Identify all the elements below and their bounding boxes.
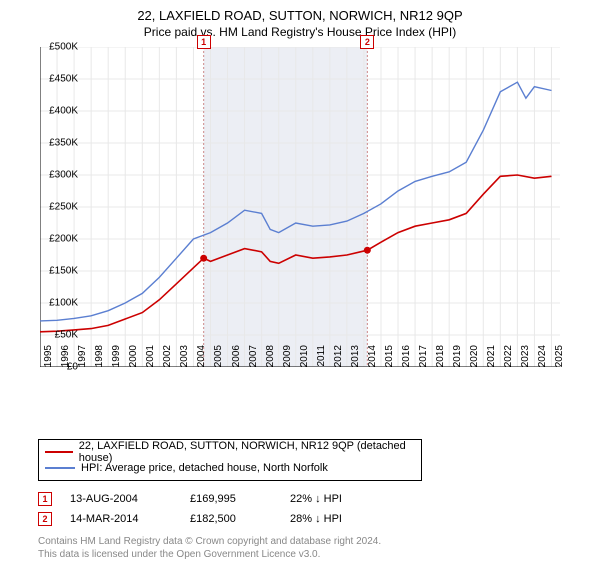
x-axis-label: 1998 [94,345,105,375]
legend-label: HPI: Average price, detached house, Nort… [81,462,328,474]
x-axis-label: 2002 [162,345,173,375]
sales-table: 1 13-AUG-2004£169,99522% ↓ HPI 2 14-MAR-201… [38,489,600,529]
legend-item: 22, LAXFIELD ROAD, SUTTON, NORWICH, NR12… [45,444,415,460]
x-axis-label: 2024 [537,345,548,375]
x-axis-label: 2013 [350,345,361,375]
sale-row: 2 14-MAR-2014£182,50028% ↓ HPI [38,509,600,529]
x-axis-label: 1995 [43,345,54,375]
x-axis-label: 2023 [520,345,531,375]
legend-label: 22, LAXFIELD ROAD, SUTTON, NORWICH, NR12… [79,440,415,464]
y-axis-label: £200K [38,234,78,245]
legend-swatch [45,451,73,453]
chart-title: 22, LAXFIELD ROAD, SUTTON, NORWICH, NR12… [0,0,600,23]
footer-line-1: Contains HM Land Registry data © Crown c… [38,535,600,548]
line-chart-svg [40,47,560,367]
chart-subtitle: Price paid vs. HM Land Registry's House … [0,23,600,43]
x-axis-label: 2006 [231,345,242,375]
y-axis-label: £250K [38,202,78,213]
x-axis-label: 2011 [316,345,327,375]
x-axis-label: 2014 [367,345,378,375]
x-axis-label: 2005 [213,345,224,375]
x-axis-label: 2009 [282,345,293,375]
legend: 22, LAXFIELD ROAD, SUTTON, NORWICH, NR12… [38,439,422,481]
legend-swatch [45,467,75,469]
sale-price: £169,995 [190,493,290,505]
y-axis-label: £150K [38,266,78,277]
y-axis-label: £50K [38,330,78,341]
sale-marker-1: 1 [197,35,211,49]
x-axis-label: 2019 [452,345,463,375]
x-axis-label: 2000 [128,345,139,375]
x-axis-label: 1999 [111,345,122,375]
sale-diff: 22% ↓ HPI [290,493,390,505]
x-axis-label: 2021 [486,345,497,375]
x-axis-label: 2004 [196,345,207,375]
x-axis-label: 2001 [145,345,156,375]
x-axis-label: 1997 [77,345,88,375]
y-axis-label: £350K [38,138,78,149]
x-axis-label: 2003 [179,345,190,375]
attribution-footer: Contains HM Land Registry data © Crown c… [38,535,600,561]
sale-date: 13-AUG-2004 [70,493,190,505]
x-axis-label: 2025 [554,345,565,375]
footer-line-2: This data is licensed under the Open Gov… [38,548,600,561]
x-axis-label: 2022 [503,345,514,375]
y-axis-label: £450K [38,74,78,85]
x-axis-label: 2007 [248,345,259,375]
y-axis-label: £400K [38,106,78,117]
sale-date: 14-MAR-2014 [70,513,190,525]
x-axis-label: 2008 [265,345,276,375]
chart-container: 22, LAXFIELD ROAD, SUTTON, NORWICH, NR12… [0,0,600,560]
sale-row-marker: 2 [38,512,52,526]
x-axis-label: 2016 [401,345,412,375]
x-axis-label: 2020 [469,345,480,375]
y-axis-label: £500K [38,42,78,53]
x-axis-label: 2018 [435,345,446,375]
sale-price: £182,500 [190,513,290,525]
y-axis-label: £100K [38,298,78,309]
y-axis-label: £300K [38,170,78,181]
sale-diff: 28% ↓ HPI [290,513,390,525]
x-axis-label: 2017 [418,345,429,375]
x-axis-label: 2012 [333,345,344,375]
x-axis-label: 2015 [384,345,395,375]
sale-row-marker: 1 [38,492,52,506]
sale-marker-2: 2 [360,35,374,49]
chart-area: £0£50K£100K£150K£200K£250K£300K£350K£400… [40,47,600,397]
sale-row: 1 13-AUG-2004£169,99522% ↓ HPI [38,489,600,509]
x-axis-label: 2010 [299,345,310,375]
x-axis-label: 1996 [60,345,71,375]
